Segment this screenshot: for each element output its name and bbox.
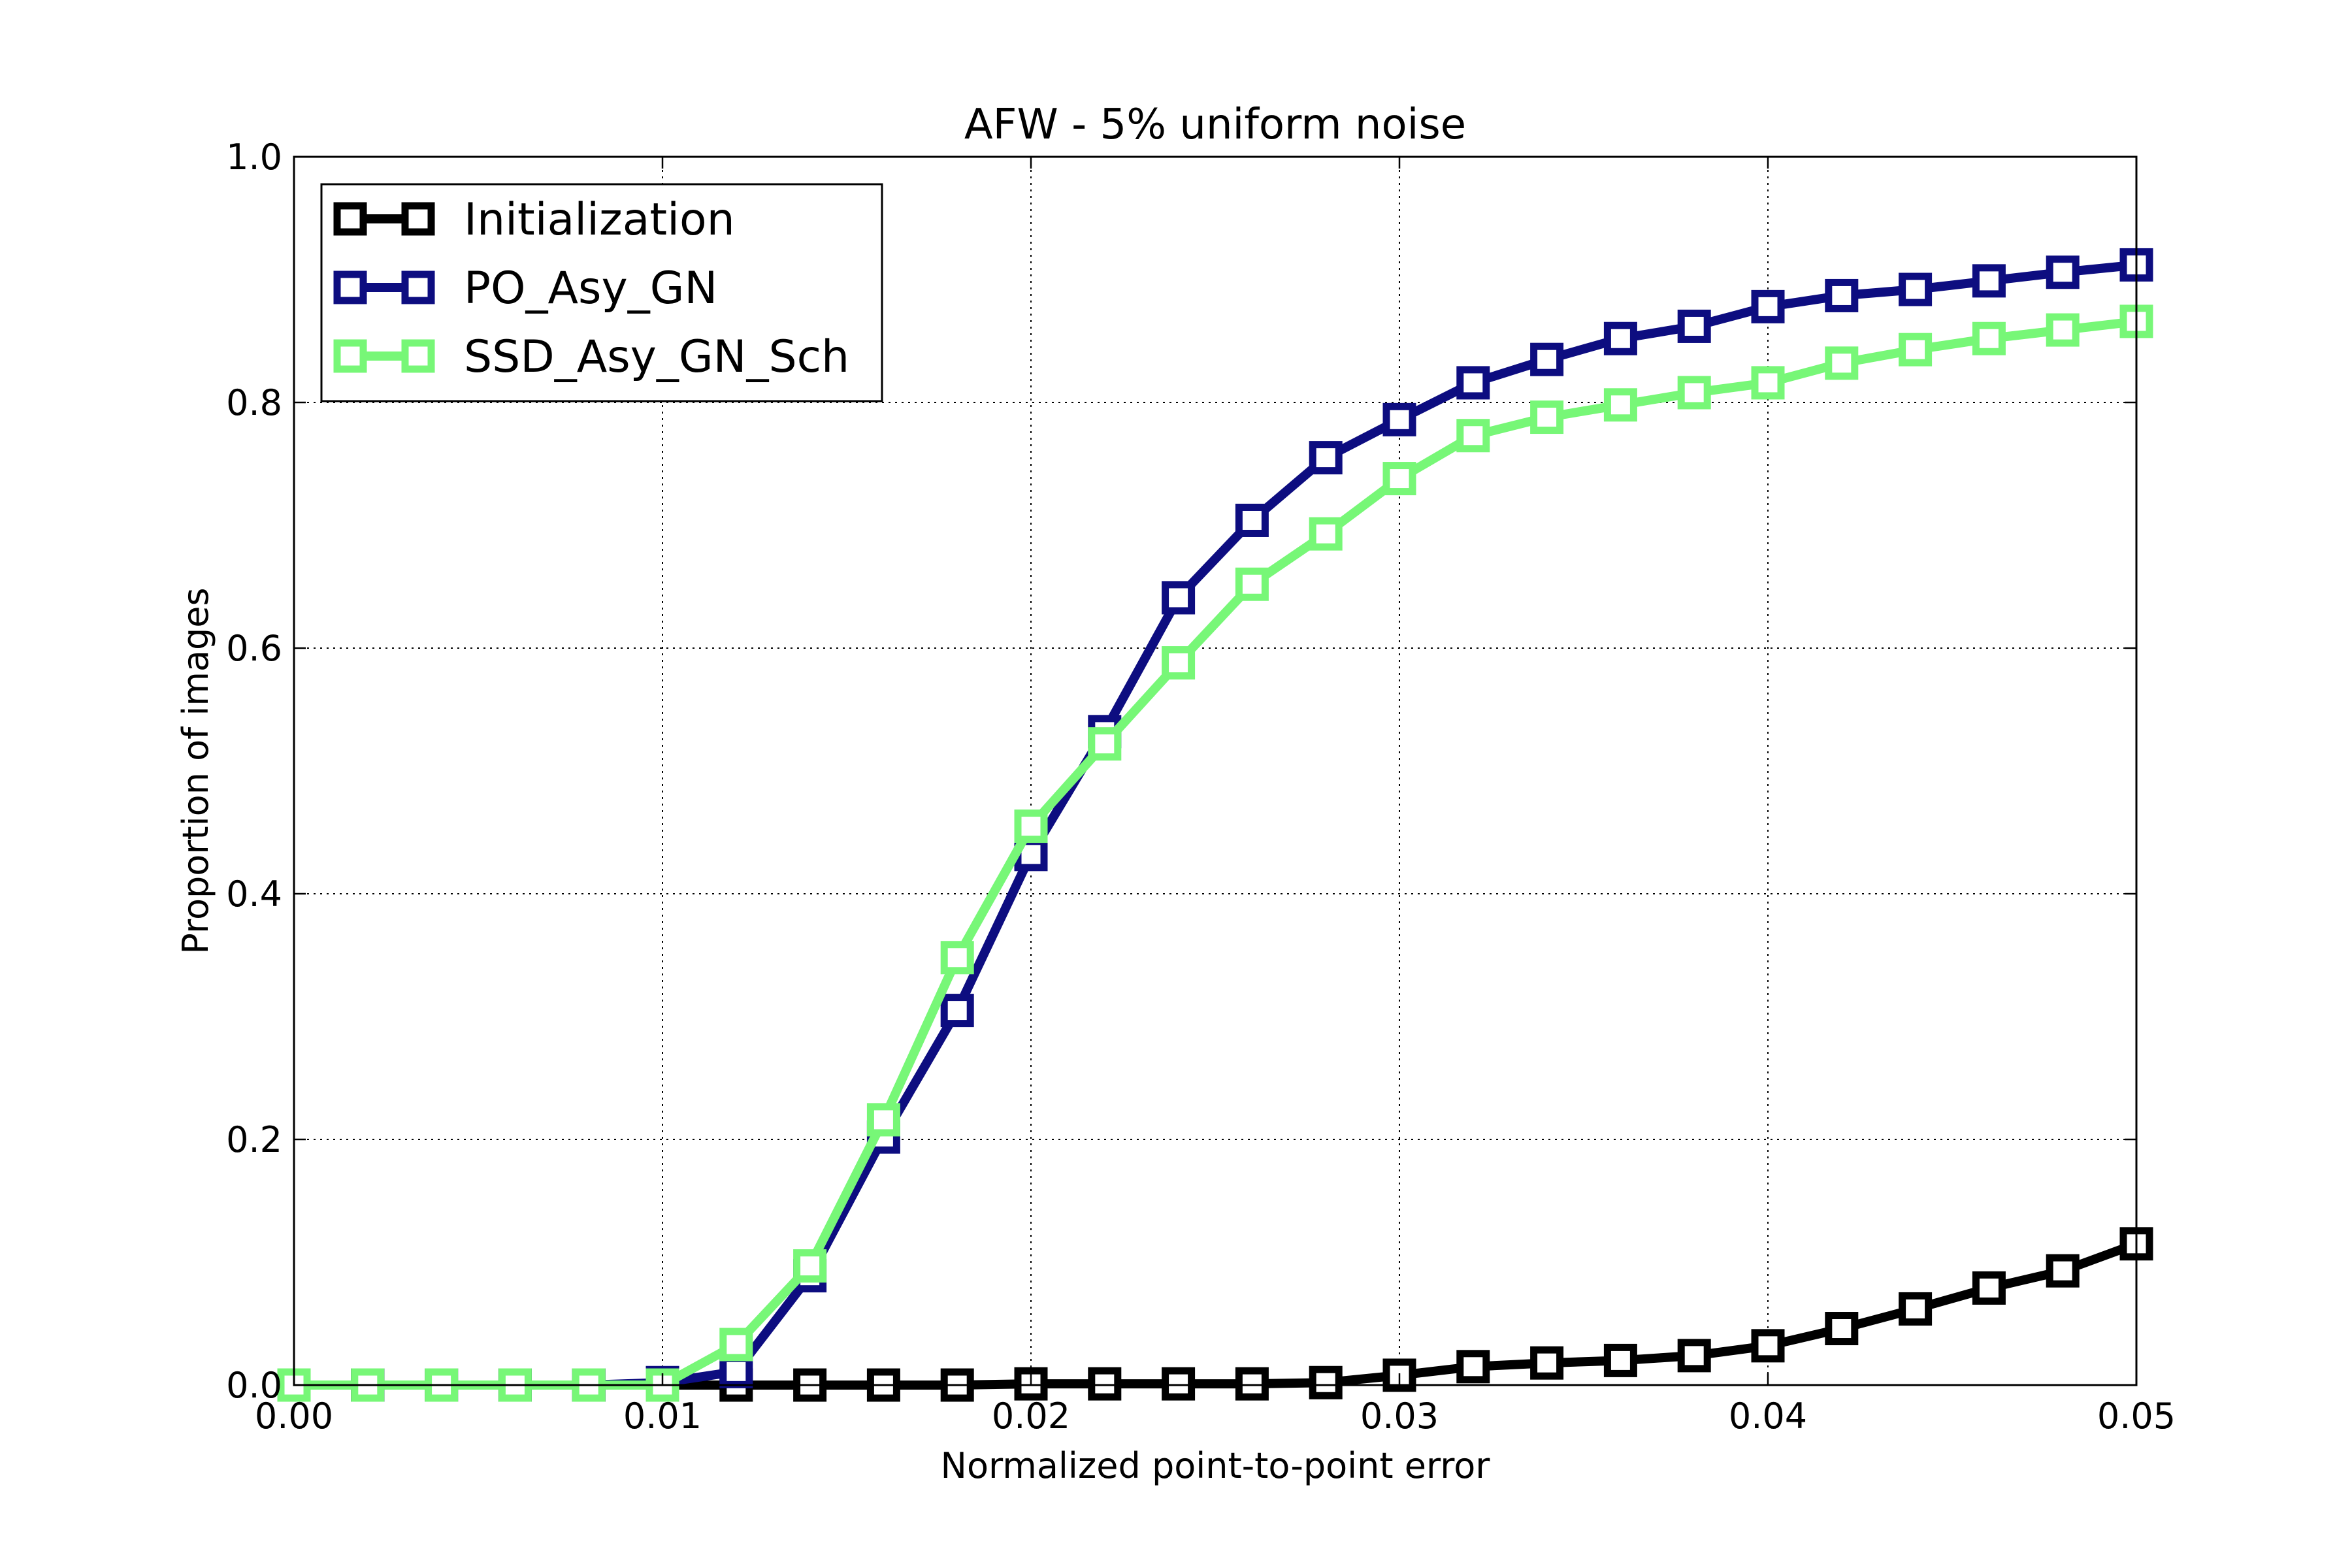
x-tick-label: 0.01 bbox=[623, 1396, 702, 1437]
data-point bbox=[1235, 503, 1269, 537]
data-point bbox=[1382, 402, 1416, 436]
data-point bbox=[940, 941, 974, 975]
data-point bbox=[1972, 1271, 2006, 1305]
data-point bbox=[1825, 278, 1859, 312]
data-point bbox=[1677, 376, 1711, 410]
data-point bbox=[1972, 264, 2006, 298]
data-point bbox=[1456, 366, 1490, 400]
data-point bbox=[1603, 321, 1637, 355]
legend-entry: Initialization bbox=[333, 194, 735, 246]
y-axis-label: Proportion of images bbox=[175, 587, 216, 954]
x-tick-label: 0.02 bbox=[992, 1396, 1070, 1437]
y-tick-label: 0.0 bbox=[226, 1365, 282, 1406]
data-point bbox=[1530, 342, 1564, 376]
data-point bbox=[1309, 517, 1343, 551]
legend-marker bbox=[333, 270, 367, 304]
legend-entry: SSD_Asy_GN_Sch bbox=[333, 331, 849, 383]
data-point bbox=[2046, 255, 2080, 289]
data-point bbox=[1751, 366, 1785, 400]
legend-label: SSD_Asy_GN_Sch bbox=[464, 331, 849, 383]
legend-marker bbox=[401, 339, 435, 373]
data-point bbox=[1530, 400, 1564, 434]
data-point bbox=[1972, 321, 2006, 355]
data-point bbox=[1088, 727, 1122, 761]
data-point bbox=[1235, 567, 1269, 601]
y-tick-label: 1.0 bbox=[226, 137, 282, 178]
data-point bbox=[1751, 1329, 1785, 1363]
data-point bbox=[719, 1328, 753, 1362]
data-point bbox=[793, 1249, 827, 1283]
data-point bbox=[1899, 272, 1933, 306]
x-tick-label: 0.05 bbox=[2097, 1396, 2176, 1437]
legend-label: PO_Asy_GN bbox=[464, 263, 717, 314]
plot-frame bbox=[293, 155, 2138, 1386]
x-tick-label: 0.03 bbox=[1360, 1396, 1439, 1437]
legend-marker bbox=[333, 202, 367, 236]
data-point bbox=[1382, 462, 1416, 496]
data-point bbox=[1456, 419, 1490, 453]
data-point bbox=[1603, 388, 1637, 422]
data-point bbox=[1162, 1367, 1196, 1401]
data-point bbox=[940, 994, 974, 1028]
data-point bbox=[1014, 809, 1048, 843]
data-point bbox=[1899, 333, 1933, 367]
data-point bbox=[1309, 1365, 1343, 1399]
x-tick-label: 0.00 bbox=[255, 1396, 333, 1437]
data-point bbox=[1088, 1367, 1122, 1401]
y-tick-label: 0.6 bbox=[226, 628, 282, 669]
y-tick-label: 0.2 bbox=[226, 1119, 282, 1160]
legend-marker bbox=[333, 339, 367, 373]
y-tick-label: 0.4 bbox=[226, 874, 282, 915]
data-point bbox=[1825, 346, 1859, 380]
data-point bbox=[1751, 289, 1785, 323]
data-point bbox=[1162, 646, 1196, 680]
axis-ticks: 0.00 0.01 0.02 0.03 0.04 0.05 0.0 0.2 0.4 0.6 0.8 1… bbox=[226, 137, 2176, 1437]
data-point bbox=[719, 1354, 753, 1388]
legend-label: Initialization bbox=[464, 194, 735, 246]
data-point bbox=[1456, 1350, 1490, 1384]
data-point bbox=[2046, 313, 2080, 347]
data-point bbox=[1677, 1339, 1711, 1373]
legend: Initialization PO_Asy_GN SSD_Asy_GN_Sch bbox=[320, 183, 883, 402]
data-point bbox=[1309, 441, 1343, 475]
data-point bbox=[1825, 1312, 1859, 1346]
data-point bbox=[1530, 1346, 1564, 1380]
data-point bbox=[1603, 1343, 1637, 1377]
x-tick-label: 0.04 bbox=[1729, 1396, 1807, 1437]
legend-marker bbox=[401, 202, 435, 236]
grid bbox=[294, 157, 2136, 1385]
data-point bbox=[1162, 581, 1196, 615]
data-point bbox=[866, 1103, 900, 1137]
data-point bbox=[1677, 309, 1711, 343]
data-point bbox=[1235, 1367, 1269, 1401]
x-axis-label: Normalized point-to-point error bbox=[941, 1445, 1491, 1486]
legend-entry: PO_Asy_GN bbox=[333, 263, 717, 314]
chart-title: AFW - 5% uniform noise bbox=[964, 101, 1466, 149]
legend-marker bbox=[401, 270, 435, 304]
y-tick-label: 0.8 bbox=[226, 382, 282, 423]
data-point bbox=[2046, 1254, 2080, 1288]
data-point bbox=[1899, 1292, 1933, 1326]
